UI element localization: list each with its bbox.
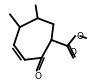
Text: O: O	[34, 72, 41, 81]
Text: O: O	[76, 32, 83, 40]
Text: O: O	[70, 48, 77, 57]
